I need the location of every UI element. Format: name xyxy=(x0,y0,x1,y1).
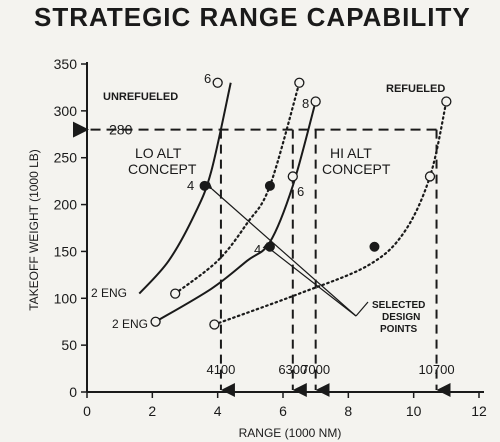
selected-label-2: DESIGN xyxy=(382,312,420,323)
open-marker xyxy=(170,288,181,299)
curve-label-4a: 4 xyxy=(187,178,194,193)
selected-design-point xyxy=(369,241,380,252)
y-tick-label: 300 xyxy=(54,103,78,119)
range-label: 10700 xyxy=(418,362,454,377)
x-axis-label: RANGE (1000 NM) xyxy=(239,426,342,440)
series-line xyxy=(213,100,448,326)
hi-alt-label-2: CONCEPT xyxy=(322,161,391,177)
eng2-upper-label: 2 ENG xyxy=(91,286,127,300)
leader-line-1 xyxy=(204,182,357,317)
range-label: 4100 xyxy=(206,362,235,377)
selected-label-3: POINTS xyxy=(380,324,418,335)
open-marker xyxy=(212,77,223,88)
open-marker xyxy=(150,316,161,327)
y-tick-label: 250 xyxy=(54,150,78,166)
open-marker xyxy=(294,77,305,88)
x-tick-label: 6 xyxy=(279,403,287,419)
selected-design-point xyxy=(199,180,210,191)
x-tick-label: 10 xyxy=(406,403,422,419)
unrefueled-label: UNREFUELED xyxy=(103,91,178,103)
open-marker xyxy=(310,96,321,107)
curve-label-6a: 6 xyxy=(204,71,211,86)
x-tick-label: 0 xyxy=(83,403,91,419)
open-marker xyxy=(209,319,220,330)
x-tick-label: 8 xyxy=(344,403,352,419)
y-tick-label: 50 xyxy=(61,337,77,353)
lo-alt-label-2: CONCEPT xyxy=(128,161,197,177)
selected-label-1: SELECTED xyxy=(372,300,425,311)
lo-alt-label-1: LO ALT xyxy=(135,145,182,161)
chart-title: STRATEGIC RANGE CAPABILITY xyxy=(34,2,471,32)
x-tick-label: 12 xyxy=(471,403,487,419)
eng2-lower-label: 2 ENG xyxy=(112,317,148,331)
open-marker xyxy=(424,171,436,182)
y-tick-label: 0 xyxy=(69,384,77,400)
leader-line-2 xyxy=(262,242,357,317)
ref-weight-label: 280 xyxy=(109,122,133,138)
curve-label-4b: 4 xyxy=(254,242,261,257)
selected-design-point xyxy=(264,180,275,191)
open-marker xyxy=(441,96,452,107)
hi-alt-label-1: HI ALT xyxy=(330,145,372,161)
x-tick-label: 2 xyxy=(148,403,156,419)
series-line xyxy=(138,82,232,295)
series-line xyxy=(155,101,317,323)
curve-label-6b: 6 xyxy=(297,184,304,199)
curve-label-8: 8 xyxy=(302,96,309,111)
y-tick-label: 100 xyxy=(54,290,78,306)
y-tick-label: 150 xyxy=(54,243,78,259)
y-tick-label: 200 xyxy=(54,197,78,213)
x-tick-label: 4 xyxy=(214,403,222,419)
y-tick-label: 350 xyxy=(54,56,78,72)
open-marker xyxy=(287,171,298,182)
refueled-label: REFUELED xyxy=(386,83,445,95)
y-axis-label: TAKEOFF WEIGHT (1000 LB) xyxy=(27,149,41,311)
range-label: 6300 xyxy=(278,362,307,377)
range-label: 7000 xyxy=(301,362,330,377)
leader-line-3 xyxy=(355,301,369,317)
